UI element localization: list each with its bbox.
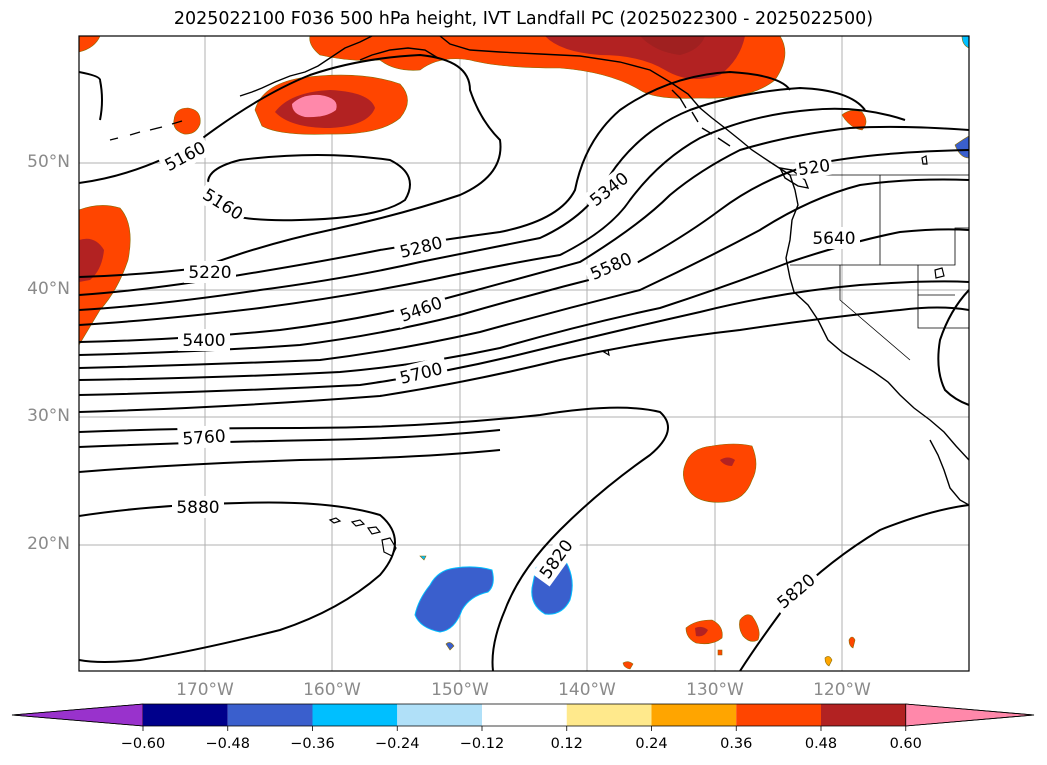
lon-label: 150°W — [431, 680, 489, 700]
contour-label-bg — [157, 134, 860, 617]
colorbar-segment — [566, 704, 652, 726]
colorbar-segment — [651, 704, 737, 726]
colorbar-segment — [227, 704, 313, 726]
contour-label: 5880 — [176, 498, 219, 518]
colorbar-segment — [482, 704, 567, 726]
colorbar-tick-label: 0.48 — [804, 736, 838, 752]
lon-label: 160°W — [303, 680, 361, 700]
colorbar-tick-label: 0.24 — [635, 736, 668, 752]
colorbar-tick-label: −0.12 — [459, 736, 505, 752]
contour-label: 520 — [797, 156, 832, 180]
map-title: 2025022100 F036 500 hPa height, IVT Land… — [173, 9, 874, 29]
colorbar — [11, 703, 1035, 731]
lon-label: 170°W — [176, 680, 234, 700]
lon-label: 130°W — [686, 680, 744, 700]
colorbar-tick-label: −0.36 — [290, 736, 335, 752]
coastlines — [109, 36, 969, 506]
contour-label: 5220 — [188, 263, 231, 283]
lon-label: 120°W — [813, 680, 871, 700]
colorbar-segment — [397, 704, 482, 726]
colorbar-segment — [736, 704, 821, 726]
colorbar-tick-label: −0.48 — [205, 736, 250, 752]
colorbar-segment — [821, 704, 906, 726]
colorbar-tick-label: 0.60 — [889, 736, 922, 752]
colorbar-tick-label: −0.60 — [120, 736, 166, 752]
colorbar-tick-label: 0.12 — [550, 736, 583, 752]
colorbar-extend-high — [905, 703, 1035, 727]
height-contours — [79, 53, 969, 671]
lat-label: 20°N — [27, 534, 70, 554]
colorbar-segment — [143, 704, 228, 726]
map-frame — [78, 35, 970, 672]
colorbar-extend-low — [11, 703, 144, 727]
contour-label: 5640 — [812, 229, 855, 249]
lat-label: 50°N — [27, 152, 70, 172]
lat-label: 30°N — [27, 406, 70, 426]
lon-label: 140°W — [558, 680, 616, 700]
colorbar-tick-label: −0.24 — [375, 736, 420, 752]
contour-label: 5760 — [182, 427, 227, 450]
contour-label: 5400 — [182, 331, 225, 351]
colorbar-segment — [312, 704, 398, 726]
colorbar-tick-label: 0.36 — [720, 736, 753, 752]
lat-label: 40°N — [27, 279, 70, 299]
